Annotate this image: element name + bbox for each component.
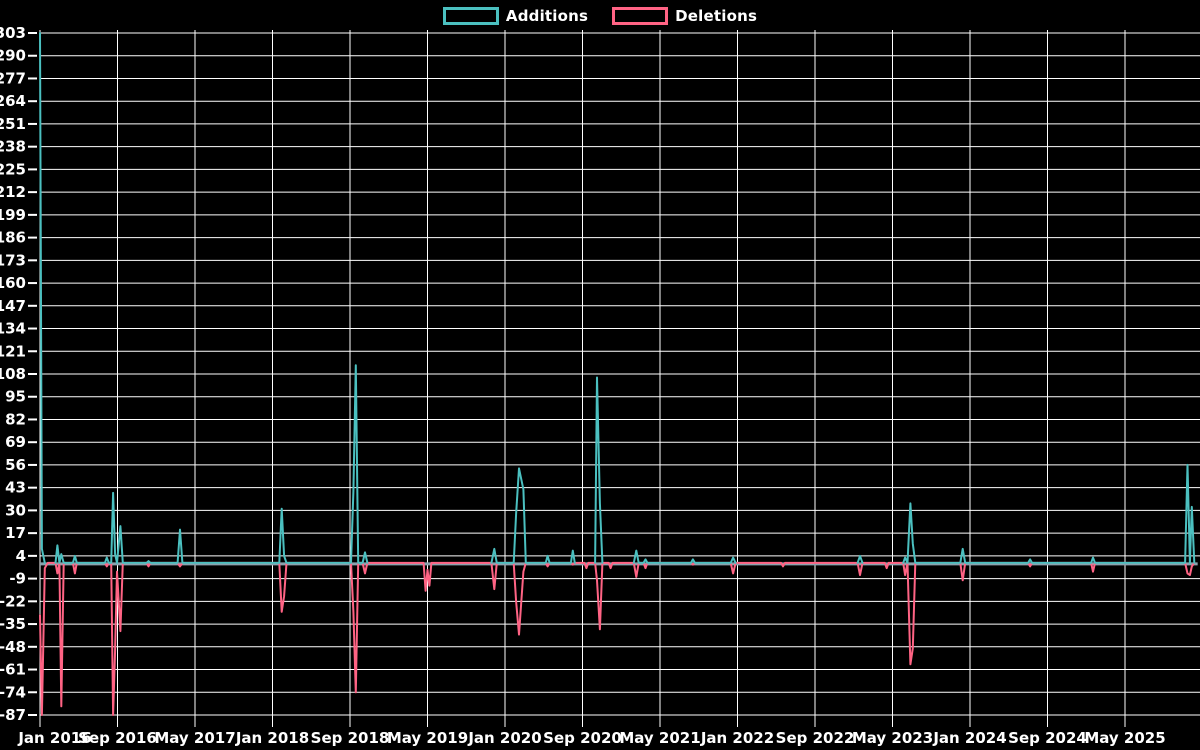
- svg-text:82: 82: [5, 410, 26, 428]
- svg-text:160: 160: [0, 274, 26, 292]
- svg-text:290: 290: [0, 47, 26, 65]
- svg-text:225: 225: [0, 160, 26, 178]
- svg-text:56: 56: [5, 456, 26, 474]
- svg-text:303: 303: [0, 24, 26, 42]
- svg-text:108: 108: [0, 365, 26, 383]
- svg-text:173: 173: [0, 251, 26, 269]
- legend-item-additions[interactable]: Additions: [442, 7, 589, 25]
- svg-text:17: 17: [5, 524, 26, 542]
- svg-text:May 2021: May 2021: [619, 729, 700, 747]
- svg-text:121: 121: [0, 342, 26, 360]
- legend-label-deletions: Deletions: [675, 7, 758, 25]
- svg-text:-22: -22: [0, 592, 26, 610]
- svg-text:Sep 2016: Sep 2016: [78, 729, 157, 747]
- svg-text:Jan 2018: Jan 2018: [235, 729, 309, 747]
- svg-text:Jan 2020: Jan 2020: [467, 729, 541, 747]
- svg-text:May 2023: May 2023: [852, 729, 933, 747]
- svg-text:69: 69: [5, 433, 26, 451]
- svg-text:264: 264: [0, 92, 26, 110]
- svg-text:Jan 2016: Jan 2016: [17, 729, 91, 747]
- svg-text:-9: -9: [9, 570, 26, 588]
- svg-text:30: 30: [5, 501, 26, 519]
- svg-text:Sep 2018: Sep 2018: [311, 729, 390, 747]
- legend-label-additions: Additions: [505, 7, 589, 25]
- deletions-swatch-icon: [612, 7, 669, 25]
- svg-text:-61: -61: [0, 661, 26, 679]
- svg-text:Sep 2024: Sep 2024: [1008, 729, 1087, 747]
- svg-text:-74: -74: [0, 683, 26, 701]
- svg-text:-35: -35: [0, 615, 26, 633]
- svg-text:186: 186: [0, 229, 26, 247]
- svg-text:251: 251: [0, 115, 26, 133]
- svg-text:Sep 2020: Sep 2020: [543, 729, 622, 747]
- svg-text:95: 95: [5, 388, 26, 406]
- svg-text:Jan 2022: Jan 2022: [700, 729, 774, 747]
- legend-item-deletions[interactable]: Deletions: [612, 7, 757, 25]
- svg-text:147: 147: [0, 297, 26, 315]
- svg-text:238: 238: [0, 138, 26, 156]
- svg-text:-48: -48: [0, 638, 26, 656]
- svg-text:May 2017: May 2017: [154, 729, 235, 747]
- svg-text:4: 4: [16, 547, 26, 565]
- svg-text:199: 199: [0, 206, 26, 224]
- svg-text:134: 134: [0, 320, 26, 338]
- svg-text:43: 43: [5, 479, 26, 497]
- svg-text:May 2025: May 2025: [1084, 729, 1165, 747]
- svg-text:-87: -87: [0, 706, 26, 724]
- svg-text:277: 277: [0, 69, 26, 87]
- svg-text:212: 212: [0, 183, 26, 201]
- svg-text:Sep 2022: Sep 2022: [776, 729, 855, 747]
- svg-text:May 2019: May 2019: [387, 729, 468, 747]
- chart-legend: Additions Deletions: [0, 7, 1200, 25]
- additions-swatch-icon: [442, 7, 499, 25]
- svg-text:Jan 2024: Jan 2024: [932, 729, 1006, 747]
